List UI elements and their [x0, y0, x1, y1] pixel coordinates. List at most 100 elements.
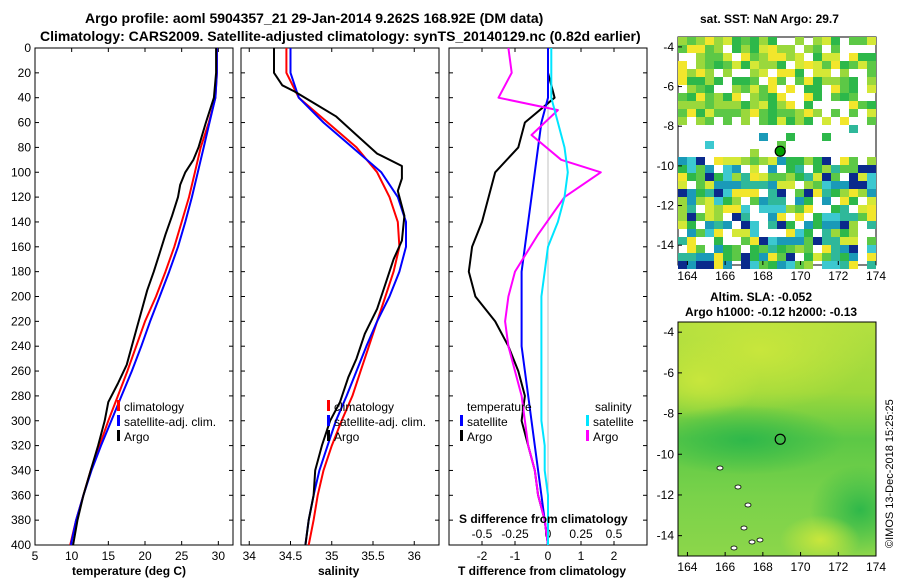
sst-cell — [867, 245, 876, 253]
sst-cell — [696, 245, 705, 253]
sst-cell — [849, 157, 858, 165]
sst-cell — [714, 109, 723, 117]
sst-cell — [858, 101, 867, 109]
sst-cell — [759, 253, 768, 261]
sst-cell — [741, 61, 750, 69]
sst-cell — [831, 221, 840, 229]
sst-cell — [723, 165, 732, 173]
sst-cell — [777, 245, 786, 253]
difference-xlabel: T difference from climatology — [458, 564, 626, 578]
sst-cell — [867, 61, 876, 69]
sst-cell — [750, 245, 759, 253]
sst-cell — [795, 205, 804, 213]
sst-cell — [741, 101, 750, 109]
sst-cell — [822, 117, 831, 125]
sst-map-argo-marker — [774, 145, 786, 157]
sst-cell — [867, 189, 876, 197]
legend-swatch-argo — [327, 430, 330, 441]
sst-cell — [840, 253, 849, 261]
sst-cell — [777, 197, 786, 205]
sst-cell — [714, 189, 723, 197]
sst-cell — [687, 221, 696, 229]
sst-cell — [831, 61, 840, 69]
legend-label-argo: Argo — [334, 430, 360, 444]
x-tick-label: 0 — [545, 549, 552, 563]
sst-cell — [795, 173, 804, 181]
sst-cell — [678, 213, 687, 221]
y-tick-label: 160 — [11, 240, 31, 254]
legend-title-salinity: salinity — [595, 400, 632, 414]
sst-cell — [858, 181, 867, 189]
sst-cell — [867, 173, 876, 181]
sst-cell — [750, 173, 759, 181]
y-tick-label: 200 — [11, 290, 31, 304]
sst-cell — [822, 61, 831, 69]
map-x-tick-label: 170 — [791, 560, 811, 574]
map-y-tick-label: -8 — [663, 407, 674, 421]
sst-map-ticks: 164 166 168 170 172 174 -4 -6 -8 -10 -12 -14 — [657, 40, 887, 283]
sst-cell — [822, 245, 831, 253]
sst-cell — [678, 221, 687, 229]
sst-cell — [687, 77, 696, 85]
y-tick-label: 100 — [11, 165, 31, 179]
sst-cell — [750, 189, 759, 197]
sst-cell — [867, 109, 876, 117]
sst-cell — [750, 149, 759, 157]
sst-cell — [696, 37, 705, 45]
sst-cell — [723, 37, 732, 45]
sst-cell — [831, 237, 840, 245]
temperature-plot-frame — [34, 47, 234, 546]
sst-cell — [831, 37, 840, 45]
map-y-tick-label: -12 — [657, 488, 675, 502]
sst-cell — [777, 205, 786, 213]
sst-cell — [849, 101, 858, 109]
figure-title-line-1: Argo profile: aoml 5904357_21 29-Jan-201… — [85, 10, 543, 26]
sst-cell — [804, 93, 813, 101]
sst-cell — [687, 85, 696, 93]
map-y-tick-label: -8 — [663, 119, 674, 133]
sst-cell — [741, 237, 750, 245]
sst-cell — [831, 213, 840, 221]
salinity-xlabel: salinity — [318, 564, 360, 578]
sst-cell — [795, 197, 804, 205]
sst-cell — [786, 253, 795, 261]
map-x-tick-label: 168 — [753, 560, 773, 574]
sst-cell — [831, 165, 840, 173]
map-x-tick-label: 166 — [715, 269, 735, 283]
sst-cell — [777, 213, 786, 221]
sst-cell — [705, 197, 714, 205]
sst-cell — [840, 77, 849, 85]
sst-cell — [867, 37, 876, 45]
sst-cell — [768, 213, 777, 221]
sst-cell — [840, 205, 849, 213]
sst-cell — [768, 189, 777, 197]
sst-cell — [732, 253, 741, 261]
map-x-tick-label: 170 — [791, 269, 811, 283]
legend-swatch-satellite — [117, 415, 120, 426]
sst-cell — [840, 221, 849, 229]
legend-label-climatology: climatology — [334, 400, 394, 414]
sst-cell — [678, 93, 687, 101]
map-x-tick-label: 174 — [866, 560, 886, 574]
x-tick-label: 30 — [212, 549, 226, 563]
map-y-tick-label: -14 — [657, 529, 675, 543]
x-tick-label: 34.5 — [279, 549, 303, 563]
sst-cell — [822, 69, 831, 77]
sst-cell — [750, 229, 759, 237]
sst-cell — [678, 77, 687, 85]
x-tick-label: 34 — [243, 549, 257, 563]
sst-cell — [741, 221, 750, 229]
sst-cell — [759, 173, 768, 181]
sst-cell — [705, 109, 714, 117]
sst-cell — [768, 173, 777, 181]
sst-cell — [831, 253, 840, 261]
sst-cell — [768, 85, 777, 93]
sst-cell — [696, 213, 705, 221]
difference-legend: temperature satellite Argo salinity sate… — [460, 400, 634, 444]
sst-cell — [705, 261, 714, 269]
sst-cell — [714, 53, 723, 61]
sst-cell — [741, 77, 750, 85]
sst-cell — [786, 69, 795, 77]
sst-cell — [786, 173, 795, 181]
x-tick-label: 1 — [578, 549, 585, 563]
